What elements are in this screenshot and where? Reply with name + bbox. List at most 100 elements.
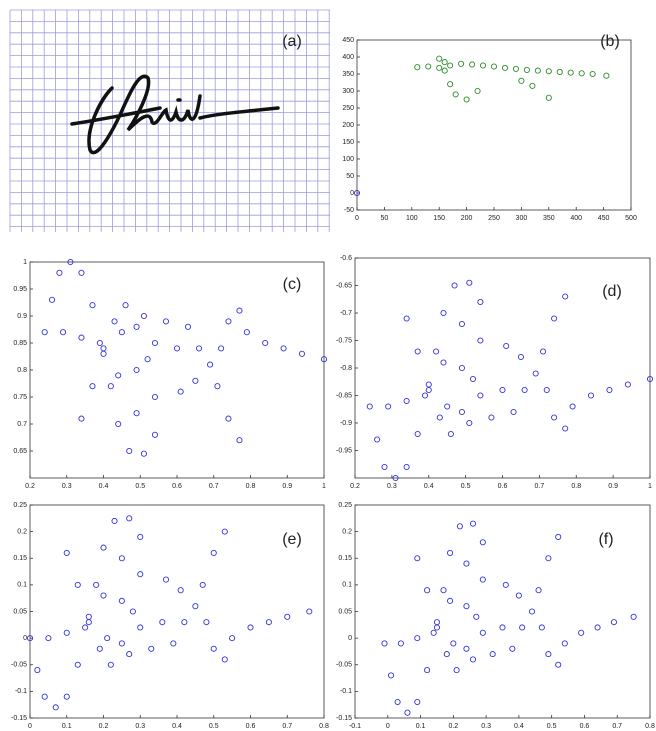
y-tick-label: 150 bbox=[342, 139, 354, 146]
x-tick-label: 50 bbox=[381, 215, 389, 222]
x-tick-label: 1 bbox=[648, 483, 652, 490]
y-tick-label: 0.7 bbox=[17, 421, 27, 428]
y-tick-label: 0.15 bbox=[13, 555, 27, 562]
x-tick-label: 0.7 bbox=[282, 723, 292, 730]
y-tick-label: -0.8 bbox=[340, 365, 352, 372]
y-tick-label: -0.85 bbox=[336, 392, 352, 399]
x-tick-label: 0.9 bbox=[608, 483, 618, 490]
figure: (a)050100150200250300350400450500-500501… bbox=[0, 0, 656, 731]
x-tick-label: 0.8 bbox=[246, 483, 256, 490]
y-tick-label: -0.95 bbox=[336, 447, 352, 454]
y-tick-label: 100 bbox=[342, 156, 354, 163]
x-tick-label: 0.5 bbox=[135, 483, 145, 490]
x-tick-label: 0.6 bbox=[498, 483, 508, 490]
y-tick-label: -0.7 bbox=[340, 310, 352, 317]
x-tick-label: 0.5 bbox=[547, 723, 557, 730]
x-tick-label: 0.2 bbox=[448, 723, 458, 730]
x-tick-label: 0.5 bbox=[461, 483, 471, 490]
x-tick-label: 0.4 bbox=[172, 723, 182, 730]
y-tick-label: 0.25 bbox=[13, 502, 27, 509]
panel-label: (c) bbox=[283, 276, 302, 293]
y-tick-label: -0.6 bbox=[340, 255, 352, 262]
x-tick-label: 0.2 bbox=[25, 483, 35, 490]
x-tick-label: 200 bbox=[461, 215, 473, 222]
y-tick-label: -0.15 bbox=[11, 715, 27, 722]
y-tick-label: 0.15 bbox=[338, 555, 352, 562]
x-tick-label: 0.2 bbox=[350, 483, 360, 490]
x-tick-label: 300 bbox=[516, 215, 528, 222]
x-tick-label: 0.3 bbox=[387, 483, 397, 490]
y-tick-label: -0.05 bbox=[11, 662, 27, 669]
x-tick-label: 0.3 bbox=[135, 723, 145, 730]
x-tick-label: 0.8 bbox=[319, 723, 329, 730]
y-tick-label: 0 bbox=[350, 190, 354, 197]
y-tick-label: 0.05 bbox=[338, 608, 352, 615]
y-tick-label: -0.75 bbox=[336, 337, 352, 344]
y-tick-label: 1 bbox=[23, 259, 27, 266]
x-tick-label: 0.9 bbox=[282, 483, 292, 490]
y-tick-label: 0.1 bbox=[342, 582, 352, 589]
y-tick-label: -0.9 bbox=[340, 420, 352, 427]
x-tick-label: 0.1 bbox=[416, 723, 426, 730]
x-tick-label: 0.6 bbox=[172, 483, 182, 490]
y-tick-label: 0.8 bbox=[17, 367, 27, 374]
x-tick-label: 0.6 bbox=[580, 723, 590, 730]
x-tick-label: 450 bbox=[598, 215, 610, 222]
x-tick-label: 0.4 bbox=[514, 723, 524, 730]
y-tick-label: 0.9 bbox=[17, 313, 27, 320]
x-tick-label: 0.2 bbox=[99, 723, 109, 730]
x-tick-label: 0.8 bbox=[645, 723, 655, 730]
y-tick-label: 50 bbox=[346, 173, 354, 180]
y-tick-label: -0.15 bbox=[336, 715, 352, 722]
y-tick-label: 0.65 bbox=[13, 448, 27, 455]
panel-label: (a) bbox=[282, 33, 302, 50]
y-tick-label: 450 bbox=[342, 37, 354, 44]
x-tick-label: 0.5 bbox=[209, 723, 219, 730]
y-tick-label: 0 bbox=[23, 635, 27, 642]
x-tick-label: 0.7 bbox=[612, 723, 622, 730]
y-tick-label: -0.05 bbox=[336, 662, 352, 669]
y-tick-label: 0.05 bbox=[13, 608, 27, 615]
y-tick-label: -50 bbox=[344, 207, 354, 214]
x-tick-label: 0.7 bbox=[209, 483, 219, 490]
x-tick-label: 0 bbox=[355, 215, 359, 222]
x-tick-label: 150 bbox=[433, 215, 445, 222]
y-tick-label: 0.95 bbox=[13, 286, 27, 293]
y-tick-label: -0.65 bbox=[336, 282, 352, 289]
y-tick-label: 300 bbox=[342, 88, 354, 95]
x-tick-label: 0.4 bbox=[99, 483, 109, 490]
x-tick-label: 0 bbox=[386, 723, 390, 730]
panel-label: (f) bbox=[598, 531, 613, 548]
y-tick-label: -0.1 bbox=[15, 688, 27, 695]
x-tick-label: 0.6 bbox=[246, 723, 256, 730]
y-tick-label: -0.1 bbox=[340, 688, 352, 695]
y-tick-label: 0.25 bbox=[338, 502, 352, 509]
x-tick-label: 0 bbox=[28, 723, 32, 730]
y-tick-label: 0.2 bbox=[17, 528, 27, 535]
x-tick-label: 250 bbox=[488, 215, 500, 222]
y-tick-label: 0.1 bbox=[17, 582, 27, 589]
x-tick-label: 1 bbox=[322, 483, 326, 490]
page: {"chart_data": [ {"type": "image", "labe… bbox=[0, 0, 656, 731]
y-tick-label: 400 bbox=[342, 54, 354, 61]
x-tick-label: 0.7 bbox=[535, 483, 545, 490]
panel-label: (d) bbox=[602, 283, 622, 300]
x-tick-label: 0.3 bbox=[62, 483, 72, 490]
x-tick-label: 350 bbox=[543, 215, 555, 222]
y-tick-label: 0.2 bbox=[342, 528, 352, 535]
y-tick-label: 250 bbox=[342, 105, 354, 112]
y-tick-label: 350 bbox=[342, 71, 354, 78]
y-tick-label: 0 bbox=[348, 635, 352, 642]
x-tick-label: -0.1 bbox=[349, 723, 361, 730]
x-tick-label: 0.3 bbox=[481, 723, 491, 730]
x-tick-label: 0.4 bbox=[424, 483, 434, 490]
x-tick-label: 0.1 bbox=[62, 723, 72, 730]
panel-label: (e) bbox=[282, 531, 302, 548]
y-tick-label: 200 bbox=[342, 122, 354, 129]
y-tick-label: 0.85 bbox=[13, 340, 27, 347]
x-tick-label: 100 bbox=[406, 215, 418, 222]
y-tick-label: 0.75 bbox=[13, 394, 27, 401]
x-tick-label: 500 bbox=[625, 215, 637, 222]
x-tick-label: 400 bbox=[570, 215, 582, 222]
panel-label: (b) bbox=[600, 33, 620, 50]
